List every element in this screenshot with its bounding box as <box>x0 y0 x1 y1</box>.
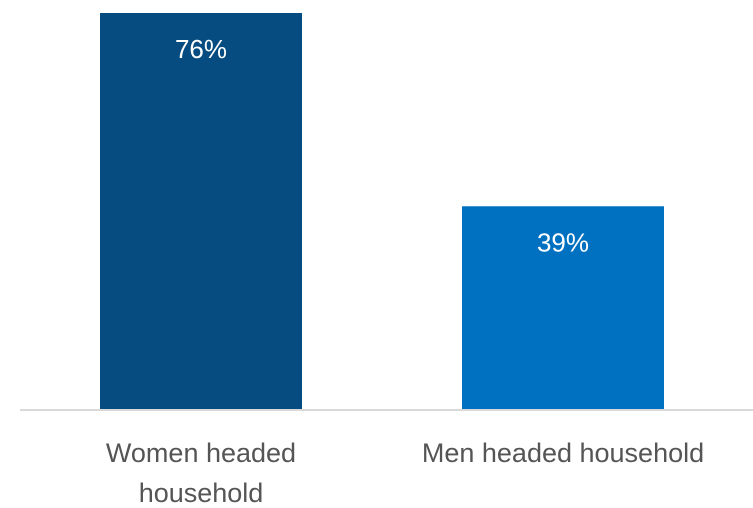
bar-2 <box>462 206 664 410</box>
category-label-2-line-1: Men headed household <box>422 438 704 468</box>
bar-1 <box>100 13 302 410</box>
bars-group <box>100 13 664 410</box>
category-labels-group: Women headed household Men headed househol… <box>106 438 704 508</box>
category-label-1-line-1: Women headed <box>106 438 296 468</box>
category-label-1-line-2: household <box>139 478 264 508</box>
value-labels-group: 76% 39% <box>175 34 589 257</box>
value-label-1: 76% <box>175 34 227 64</box>
value-label-2: 39% <box>537 227 589 257</box>
